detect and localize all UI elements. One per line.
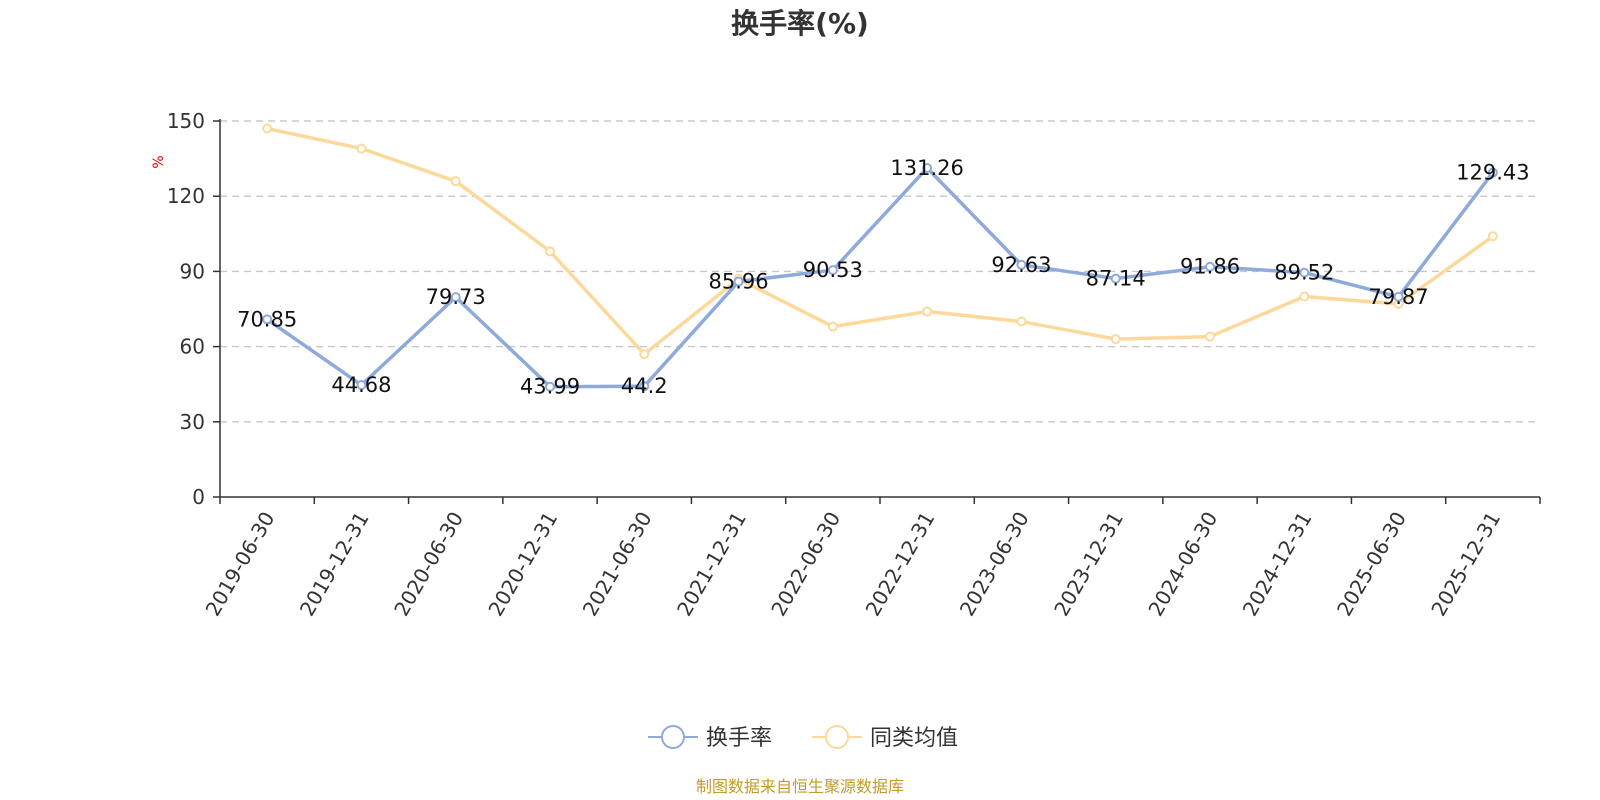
x-tick-label-2024-06-30: 2024-06-30 xyxy=(1143,508,1222,621)
data-label-0-10: 91.86 xyxy=(1180,255,1240,279)
data-label-0-11: 89.52 xyxy=(1274,261,1334,285)
data-label-0-7: 131.26 xyxy=(890,156,963,180)
x-tick-label-2025-12-31: 2025-12-31 xyxy=(1426,508,1505,621)
data-point-0-8 xyxy=(1016,259,1027,270)
y-tick-label-150: 150 xyxy=(167,109,205,133)
y-tick-label-30: 30 xyxy=(180,410,205,434)
data-point-1-11 xyxy=(1299,291,1310,302)
data-point-0-2 xyxy=(450,292,461,303)
data-point-0-4 xyxy=(639,381,650,392)
x-tick-label-2023-06-30: 2023-06-30 xyxy=(955,508,1034,621)
data-label-0-3: 43.99 xyxy=(520,375,580,399)
data-point-0-12 xyxy=(1393,291,1404,302)
data-label-0-1: 44.68 xyxy=(331,373,391,397)
data-point-0-1 xyxy=(356,380,367,391)
data-point-0-5 xyxy=(733,276,744,287)
legend-label-0: 换手率 xyxy=(706,726,772,751)
x-tick-label-2022-06-30: 2022-06-30 xyxy=(766,508,845,621)
legend[interactable]: 换手率 同类均值 xyxy=(648,725,958,751)
x-tick-label-2021-06-30: 2021-06-30 xyxy=(578,508,657,621)
x-tick-label-2022-12-31: 2022-12-31 xyxy=(861,507,940,620)
data-label-0-5: 85.96 xyxy=(709,270,769,294)
x-tick-label-2021-12-31: 2021-12-31 xyxy=(672,508,751,621)
data-label-0-2: 79.73 xyxy=(426,285,486,309)
data-label-0-6: 90.53 xyxy=(803,258,863,282)
x-tick-label-2024-12-31: 2024-12-31 xyxy=(1238,508,1317,621)
data-labels: 70.85 44.68 79.73 43.99 44.2 85.96 90.53 131.26… xyxy=(237,156,1530,399)
data-point-0-0 xyxy=(262,314,273,325)
series-line-1 xyxy=(265,126,1495,356)
data-point-0-9 xyxy=(1110,273,1121,284)
data-label-0-4: 44.2 xyxy=(621,374,668,398)
data-point-1-4 xyxy=(639,349,650,360)
data-label-0-0: 70.85 xyxy=(237,307,297,331)
series-line-0 xyxy=(265,166,1495,389)
y-tick-label-90: 90 xyxy=(180,259,205,283)
data-label-0-9: 87.14 xyxy=(1086,267,1146,291)
legend-marker-0 xyxy=(661,725,685,749)
data-point-1-0 xyxy=(262,123,273,134)
data-label-0-8: 92.63 xyxy=(991,253,1051,277)
data-point-0-11 xyxy=(1299,267,1310,278)
x-tick-label-2019-06-30: 2019-06-30 xyxy=(201,508,280,621)
data-point-0-3 xyxy=(545,381,555,392)
data-point-0-7 xyxy=(922,162,933,173)
data-point-1-13 xyxy=(1487,231,1498,242)
y-axis-unit: % xyxy=(151,155,167,168)
data-point-1-8 xyxy=(1016,316,1027,327)
data-point-1-9 xyxy=(1110,334,1121,345)
data-point-1-3 xyxy=(545,246,555,257)
x-tick-label-2023-12-31: 2023-12-31 xyxy=(1049,508,1128,621)
axes: 0 30 60 90 120 150 2019-06-30 2019-12-31 2020-06… xyxy=(167,109,1541,621)
data-point-1-6 xyxy=(827,321,838,332)
source-note: 制图数据来自恒生聚源数据库 xyxy=(696,777,904,796)
data-point-0-6 xyxy=(827,265,838,276)
legend-item-0[interactable]: 换手率 xyxy=(648,725,772,751)
data-point-1-2 xyxy=(450,176,461,187)
series-lines xyxy=(262,123,1498,392)
data-label-0-13: 129.43 xyxy=(1456,161,1529,185)
chart-title: 换手率(%) xyxy=(731,7,869,40)
x-tick-label-2025-06-30: 2025-06-30 xyxy=(1332,508,1411,621)
x-tick-label-2019-12-31: 2019-12-31 xyxy=(295,508,374,621)
y-tick-label-60: 60 xyxy=(180,335,205,359)
x-tick-label-2020-06-30: 2020-06-30 xyxy=(389,508,468,621)
y-tick-label-0: 0 xyxy=(192,485,205,509)
x-tick-label-2020-12-31: 2020-12-31 xyxy=(483,508,562,621)
y-tick-label-120: 120 xyxy=(167,184,205,208)
data-point-1-10 xyxy=(1205,331,1215,342)
legend-item-1[interactable]: 同类均值 xyxy=(812,725,958,751)
legend-label-1: 同类均值 xyxy=(870,726,958,751)
data-point-0-10 xyxy=(1205,261,1215,272)
data-point-1-7 xyxy=(922,306,933,317)
data-point-0-13 xyxy=(1487,167,1498,178)
data-label-0-12: 79.87 xyxy=(1369,285,1429,309)
grid-lines xyxy=(220,120,1540,423)
legend-marker-1 xyxy=(825,725,849,749)
data-point-1-1 xyxy=(356,143,367,154)
